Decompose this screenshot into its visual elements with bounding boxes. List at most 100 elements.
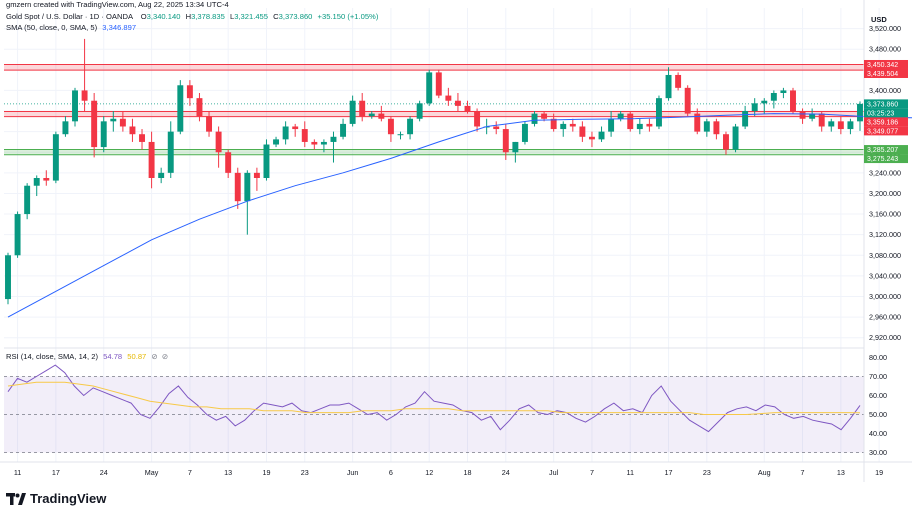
candle-down [579, 126, 586, 137]
price-label-layer: 3,450.342 3,439.504 3,373.860 03:25:23 3,359… [864, 59, 908, 164]
candle-up [340, 123, 347, 137]
resistance-price-tag-text: 3,450.342 [867, 62, 898, 69]
candle-down [186, 85, 193, 99]
candle-down [234, 172, 241, 202]
sma-label[interactable]: SMA (50, close, 0, SMA, 5) [6, 23, 98, 32]
support-price-tag-text: 3,275.243 [867, 156, 898, 163]
support-price-tag-text: 3,285.207 [867, 147, 898, 154]
candle-up [282, 126, 289, 140]
candle-up [62, 121, 69, 135]
time-tick-label: 11 [14, 468, 21, 477]
candle-up [608, 118, 615, 132]
candle-up [857, 103, 863, 122]
resistance-price-tag [864, 68, 908, 78]
tradingview-logo-icon [6, 492, 26, 505]
grid-lines [4, 8, 880, 462]
candle-up [72, 90, 78, 122]
candle-up [770, 93, 777, 101]
close-value: 3,373.860 [278, 12, 313, 21]
candle-up [560, 123, 567, 130]
rsi-panel [4, 347, 864, 453]
resistance-price-tag-text: 3,439.504 [867, 71, 898, 78]
open-label: O [140, 12, 147, 21]
support-price-tag [864, 154, 908, 164]
candle-up [655, 98, 662, 127]
low-label: L [229, 12, 235, 21]
candle-down [206, 116, 213, 132]
candle-down [454, 100, 461, 106]
candle-up [177, 85, 184, 132]
rsi-tick-label: 40.00 [869, 429, 887, 438]
time-tick-label: May [145, 468, 159, 477]
candle-up [14, 214, 21, 256]
candle-down [646, 123, 653, 127]
candle-up [416, 103, 423, 119]
resistance-price-tag [864, 59, 908, 69]
last-price-tag-text: 3,373.860 [867, 101, 898, 108]
candlestick-series [5, 38, 863, 305]
candle-up [263, 144, 270, 178]
price-tick-label: 3,520.000 [869, 24, 901, 33]
candle-up [703, 121, 710, 132]
candle-down [311, 141, 318, 145]
candle-up [531, 113, 538, 124]
time-tick-label: 7 [801, 468, 805, 477]
resistance-price-tag [864, 117, 908, 127]
time-tick-label: 11 [627, 468, 634, 477]
candle-up [33, 178, 40, 186]
candle-down [91, 100, 98, 148]
currency-label: USD [871, 15, 887, 24]
high-label: H [185, 12, 192, 21]
time-tick-label: 23 [301, 468, 309, 477]
time-tick-label: Jul [549, 468, 559, 477]
candle-down [790, 90, 796, 112]
rsi-tick-label: 50.00 [869, 410, 887, 419]
rsi-value: 54.78 [103, 352, 123, 361]
low-value: 3,321.455 [234, 12, 269, 21]
resistance-price-tag-text: 3,359.186 [867, 119, 898, 126]
rsi-ma-value: 50.87 [127, 352, 147, 361]
candle-down [493, 126, 500, 130]
resistance-zone [4, 111, 864, 117]
visibility-icon[interactable]: ⊘ [151, 352, 158, 361]
settings-icon[interactable]: ⊘ [161, 352, 169, 361]
tradingview-brand[interactable]: TradingView [6, 491, 106, 506]
candle-up [273, 139, 280, 145]
candle-down [474, 111, 481, 127]
candle-up [598, 131, 605, 140]
candle-down [139, 134, 145, 142]
candle-down [292, 126, 299, 130]
candle-up [742, 111, 749, 127]
price-tick-label: 3,120.000 [869, 230, 901, 239]
time-tick-label: 13 [837, 468, 845, 477]
rsi-label[interactable]: RSI (14, close, SMA, 14, 2) [6, 352, 99, 361]
candle-down [627, 113, 634, 130]
sma-value: 3,346.897 [102, 23, 137, 32]
time-tick-label: 24 [502, 468, 510, 477]
candle-up [397, 134, 404, 136]
candle-down [387, 118, 394, 135]
candle-up [244, 172, 251, 202]
sma-legend: SMA (50, close, 0, SMA, 5) 3,346.897 [6, 23, 136, 33]
candle-down [541, 113, 548, 119]
price-tick-label: 3,040.000 [869, 271, 901, 280]
symbol-name[interactable]: Gold Spot / U.S. Dollar · 1D · OANDA [6, 12, 133, 21]
candle-up [665, 74, 672, 99]
candle-down [799, 111, 806, 119]
time-tick-label: 13 [224, 468, 232, 477]
price-tick-label: 3,480.000 [869, 45, 901, 54]
candle-up [521, 123, 528, 142]
candle-down [81, 90, 88, 101]
rsi-ma-line [7, 381, 861, 415]
candle-up [110, 118, 117, 122]
rsi-tick-label: 80.00 [869, 353, 887, 362]
candle-up [732, 126, 739, 150]
candle-down [723, 134, 729, 150]
candle-up [5, 255, 11, 300]
candle-down [435, 72, 442, 96]
countdown-price-tag [864, 108, 908, 118]
candle-down [684, 87, 691, 114]
price-tick-label: 2,920.000 [869, 333, 901, 342]
rsi-tick-label: 60.00 [869, 391, 887, 400]
